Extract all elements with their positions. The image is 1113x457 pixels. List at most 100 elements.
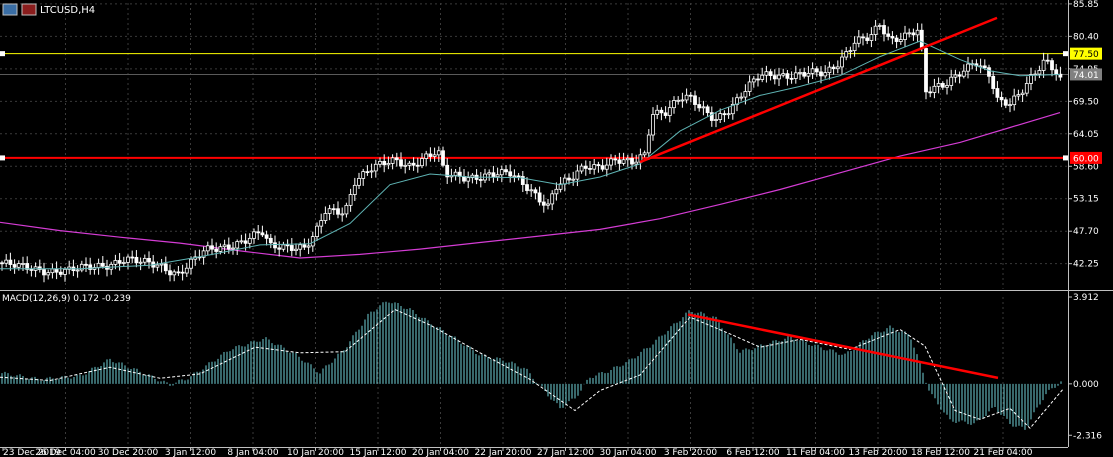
candle-bull (1024, 83, 1029, 94)
candle-bear (890, 36, 895, 39)
candle-bull (571, 178, 576, 181)
candle-bear (924, 48, 928, 93)
candle-bear (54, 268, 59, 273)
price-level-label: 77.50 (1073, 50, 1099, 60)
candle-bull (424, 153, 429, 159)
price-tick-label: 80.40 (1073, 32, 1099, 42)
candle-bull (718, 113, 723, 120)
candle-bull (898, 39, 903, 42)
candle-bear (709, 112, 714, 121)
time-tick-label: 21 Feb 04:00 (973, 448, 1032, 457)
macd-trendline[interactable] (687, 313, 999, 380)
price-tick-label: 53.15 (1073, 195, 1099, 205)
candle-bull (155, 264, 160, 268)
candle-bull (172, 271, 177, 276)
candle-bull (730, 103, 735, 115)
candle-bull (806, 73, 811, 77)
candle-bear (802, 72, 807, 77)
price-tick-label: 47.70 (1073, 227, 1099, 237)
candle-bull (357, 178, 361, 186)
candle-bull (121, 262, 126, 264)
candle-bear (957, 74, 962, 77)
candle-bear (117, 260, 122, 264)
candle-bull (684, 94, 689, 101)
candle-bull (369, 170, 374, 173)
candle-bull (218, 246, 223, 252)
candle-bull (306, 245, 311, 248)
candle-bull (1016, 94, 1021, 97)
candle-bear (88, 264, 93, 270)
time-tick-label: 23 Dec 2019 (3, 448, 61, 457)
candle-bull (352, 184, 357, 195)
candle-bear (441, 150, 445, 166)
candle-bull (46, 272, 51, 276)
candle-bull (487, 172, 492, 175)
candle-bull (340, 213, 345, 216)
candle-bull (407, 162, 412, 166)
macd-title: MACD(12,26,9) 0.172 -0.239 (2, 294, 131, 304)
candle-bear (100, 262, 105, 267)
candle-bull (390, 157, 395, 164)
time-tick-label: 11 Feb 04:00 (786, 448, 845, 457)
candle-bull (453, 171, 458, 176)
candle-bear (29, 269, 34, 271)
candle-bear (273, 242, 277, 249)
candle-bull (621, 159, 626, 164)
candle-bull (201, 250, 206, 258)
candle-bull (142, 257, 147, 263)
candle-bear (210, 245, 214, 250)
level-handle-icon[interactable] (0, 155, 5, 161)
candle-bear (861, 36, 865, 39)
candle-bear (382, 160, 387, 166)
candle-bull (1008, 104, 1012, 107)
candle-bear (588, 168, 592, 170)
candle-bull (714, 119, 718, 121)
candle-bear (600, 165, 605, 170)
candle-bear (617, 159, 622, 164)
candle-bull (655, 109, 660, 115)
candle-bull (903, 32, 907, 40)
candle-bear (928, 91, 933, 94)
candle-bull (386, 163, 391, 166)
candle-bull (205, 245, 210, 252)
candle-bull (747, 81, 752, 92)
candle-bear (987, 67, 991, 77)
candle-bull (848, 50, 853, 53)
candle-bull (604, 164, 609, 170)
candle-bear (226, 244, 231, 250)
window-menu-icon[interactable] (2, 3, 18, 16)
candle-bear (277, 247, 282, 250)
candle-bear (516, 175, 521, 178)
candle-bull (16, 263, 21, 268)
candle-bear (785, 73, 790, 79)
candle-bull (915, 29, 920, 36)
level-handle-icon[interactable] (0, 51, 5, 57)
candle-bull (949, 76, 954, 86)
candle-bear (688, 94, 693, 97)
candle-bear (130, 256, 135, 259)
price-tick-label: 85.85 (1073, 0, 1099, 10)
candle-bear (663, 112, 668, 116)
candle-bull (21, 263, 25, 265)
candle-bull (844, 51, 849, 58)
price-level-label-bg (1070, 151, 1102, 164)
time-tick-label: 18 Feb 12:00 (911, 448, 970, 457)
candle-bull (1020, 92, 1025, 95)
macd-tick-label: -2.316 (1073, 431, 1102, 441)
candle-bull (294, 248, 298, 251)
candle-bull (315, 225, 319, 238)
level-handle-icon[interactable] (1063, 155, 1068, 161)
candle-bear (25, 263, 30, 270)
candle-bear (991, 75, 996, 89)
candle-bull (222, 244, 227, 248)
candle-bull (873, 25, 878, 35)
candle-bear (583, 165, 588, 169)
level-handle-icon[interactable] (1063, 51, 1068, 57)
candle-bull (96, 262, 101, 268)
candle-bear (865, 37, 870, 41)
candle-bull (550, 193, 555, 205)
candle-bear (37, 266, 42, 270)
candle-bull (466, 177, 471, 182)
price-trendline[interactable] (639, 16, 998, 164)
